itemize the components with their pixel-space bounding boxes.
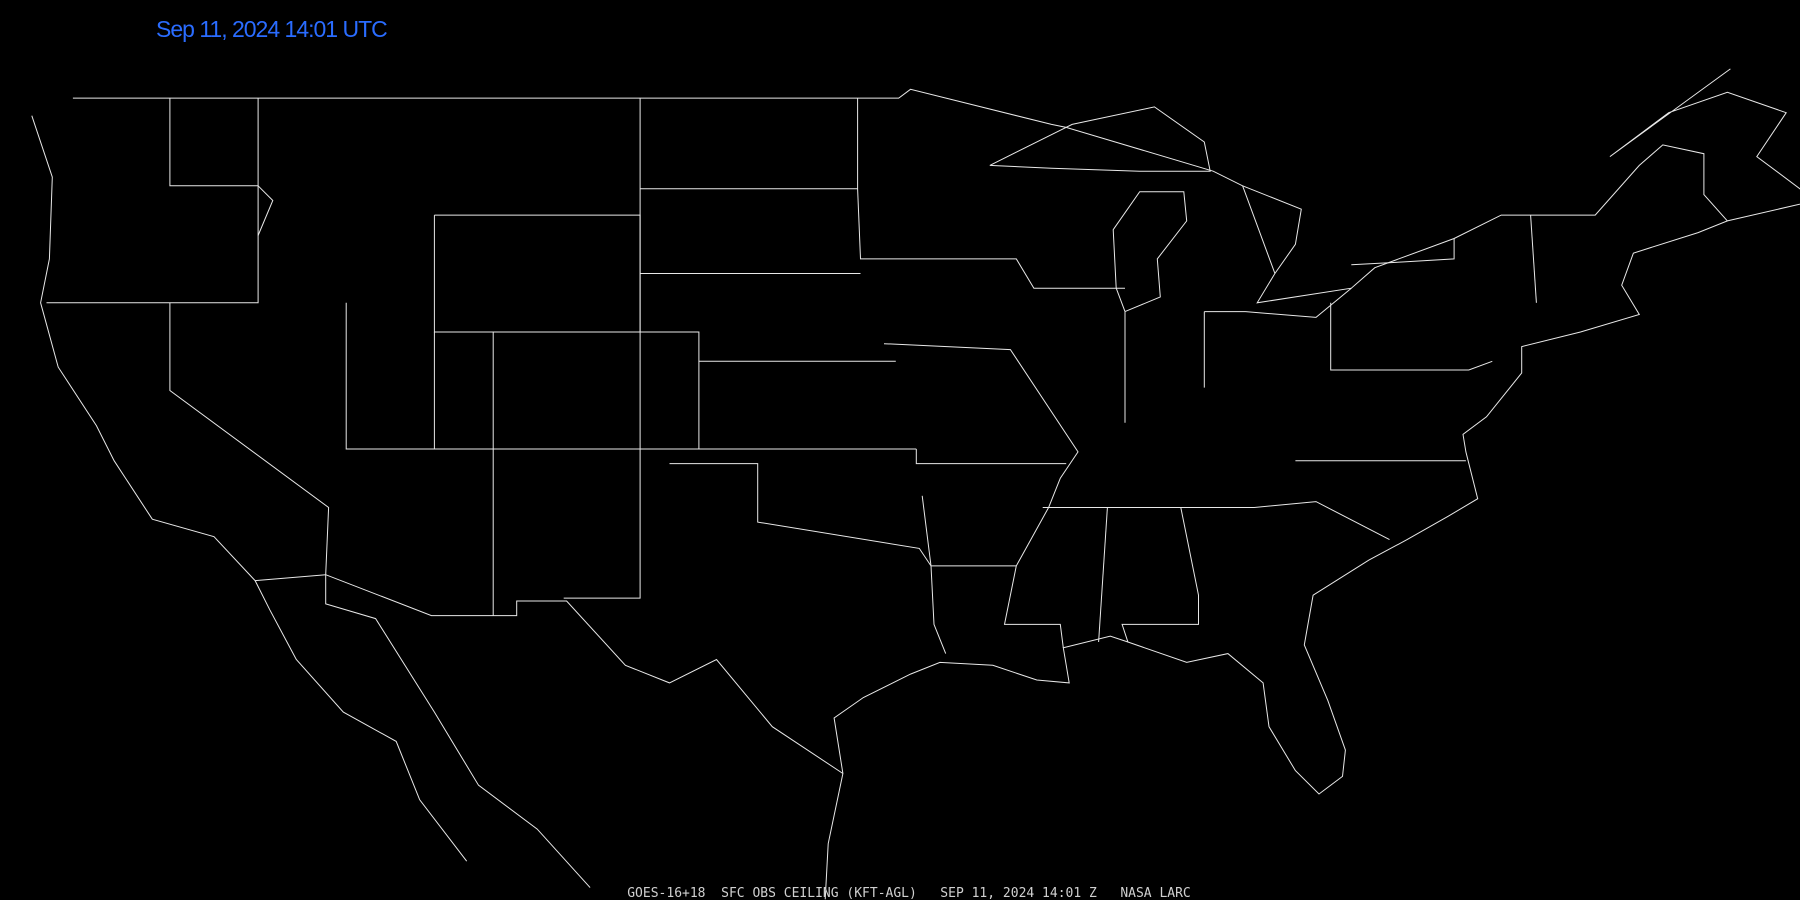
outline [1242,185,1302,274]
outline [915,449,1067,465]
outline [857,98,1125,289]
outline [1042,501,1390,541]
coastlines [31,68,1800,900]
outline [325,574,591,888]
outline [1098,507,1108,643]
outline [824,68,1800,900]
outline [1330,302,1493,371]
outline [1112,191,1188,313]
outline [257,98,274,236]
outline [1351,238,1455,266]
outline [1530,215,1537,303]
outline [31,115,468,862]
outline [989,106,1211,172]
footer: GOES-16+18 SFC OBS CEILING (KFT-AGL) SEP… [627,886,1191,900]
outline [563,98,641,599]
outline [669,463,947,654]
outline [255,574,844,774]
outline [1121,507,1199,643]
title: Sep 11, 2024 14:01 UTC [156,16,387,42]
outline [169,302,330,575]
outline [345,302,494,616]
outline [921,495,1017,567]
outline [1245,287,1352,318]
